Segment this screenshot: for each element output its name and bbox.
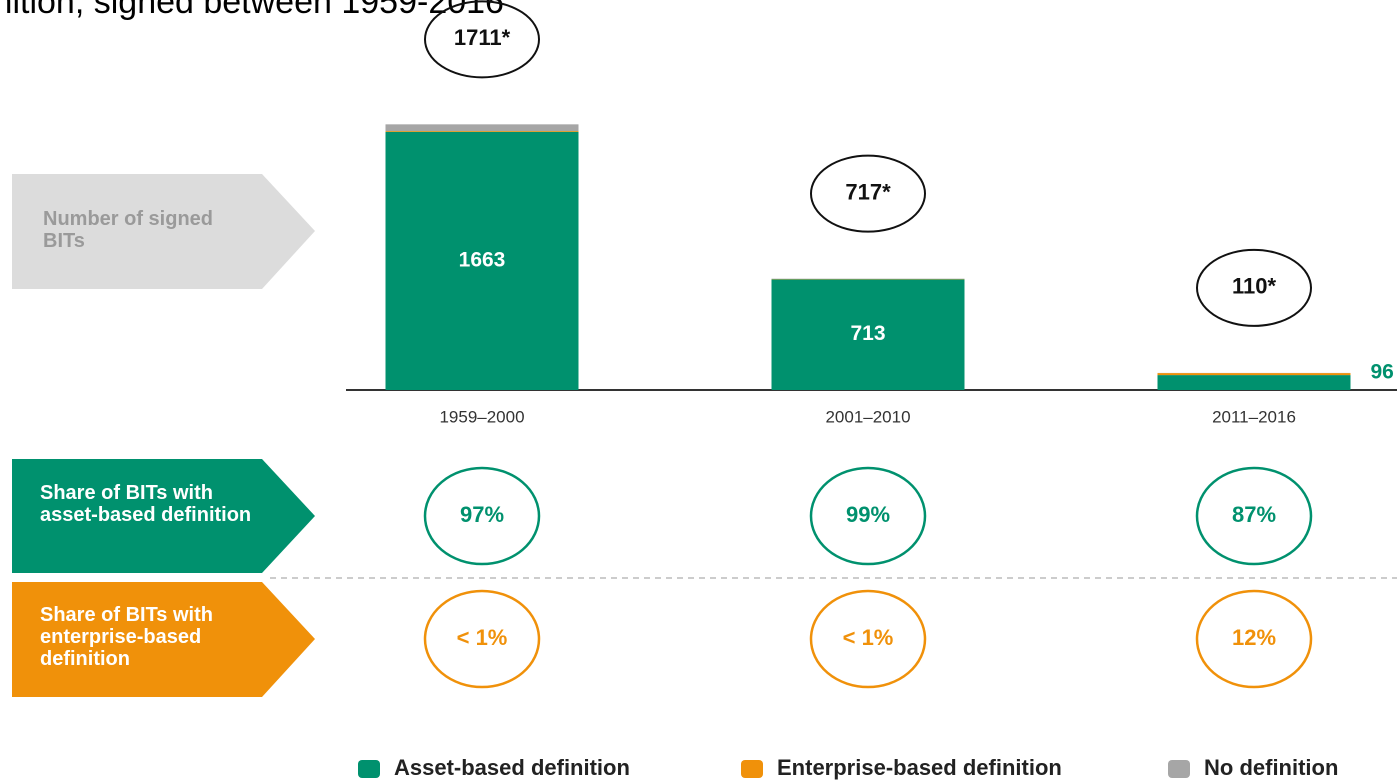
share-label: 87%: [1232, 502, 1276, 527]
row-arrow: [12, 582, 315, 697]
total-circle: [1196, 248, 1312, 327]
x-tick-label: 1959–2000: [439, 407, 524, 426]
row-label: Share of BITs with asset-based definitio…: [40, 482, 252, 526]
share-label: < 1%: [457, 625, 508, 650]
x-tick-label: 2001–2010: [825, 407, 910, 426]
share-label: 12%: [1232, 625, 1276, 650]
value-label: 1663: [459, 248, 506, 271]
value-label: 713: [850, 322, 885, 345]
total-label: 1711*: [454, 25, 511, 50]
total-circle: [424, 0, 540, 79]
bar-segment: [385, 131, 579, 132]
x-tick-label: 2011–2016: [1212, 407, 1296, 426]
share-circle: [1195, 589, 1313, 689]
legend-label: No definition: [1204, 755, 1338, 780]
bar-segment: [1157, 373, 1351, 376]
share-circle: [423, 466, 541, 566]
row-arrow: [12, 459, 315, 573]
legend-label: Enterprise-based definition: [777, 755, 1062, 780]
bar-segment: [771, 279, 965, 390]
share-circle: [809, 466, 927, 566]
share-circle: [423, 589, 541, 689]
bar-segment: [1157, 375, 1351, 390]
total-label: 110*: [1232, 274, 1276, 299]
share-label: 97%: [460, 502, 504, 527]
share-label: 99%: [846, 502, 890, 527]
chart-title: inition, signed between 1959-2016: [0, 0, 504, 21]
legend-swatch: [741, 760, 763, 778]
share-circle: [809, 589, 927, 689]
legend-swatch: [358, 760, 380, 778]
value-label: 96: [1371, 361, 1394, 384]
legend-label: Asset-based definition: [394, 755, 630, 780]
bar-segment: [385, 131, 579, 390]
row-arrow: [12, 174, 315, 289]
share-label: < 1%: [843, 625, 894, 650]
row-label: Share of BITs with enterprise-based defi…: [40, 604, 213, 670]
share-circle: [1195, 466, 1313, 566]
row-label: Number of signed BITs: [43, 208, 214, 252]
total-label: 717*: [845, 179, 891, 204]
total-circle: [810, 154, 926, 233]
legend-swatch: [1168, 760, 1190, 778]
bar-segment: [385, 124, 579, 132]
